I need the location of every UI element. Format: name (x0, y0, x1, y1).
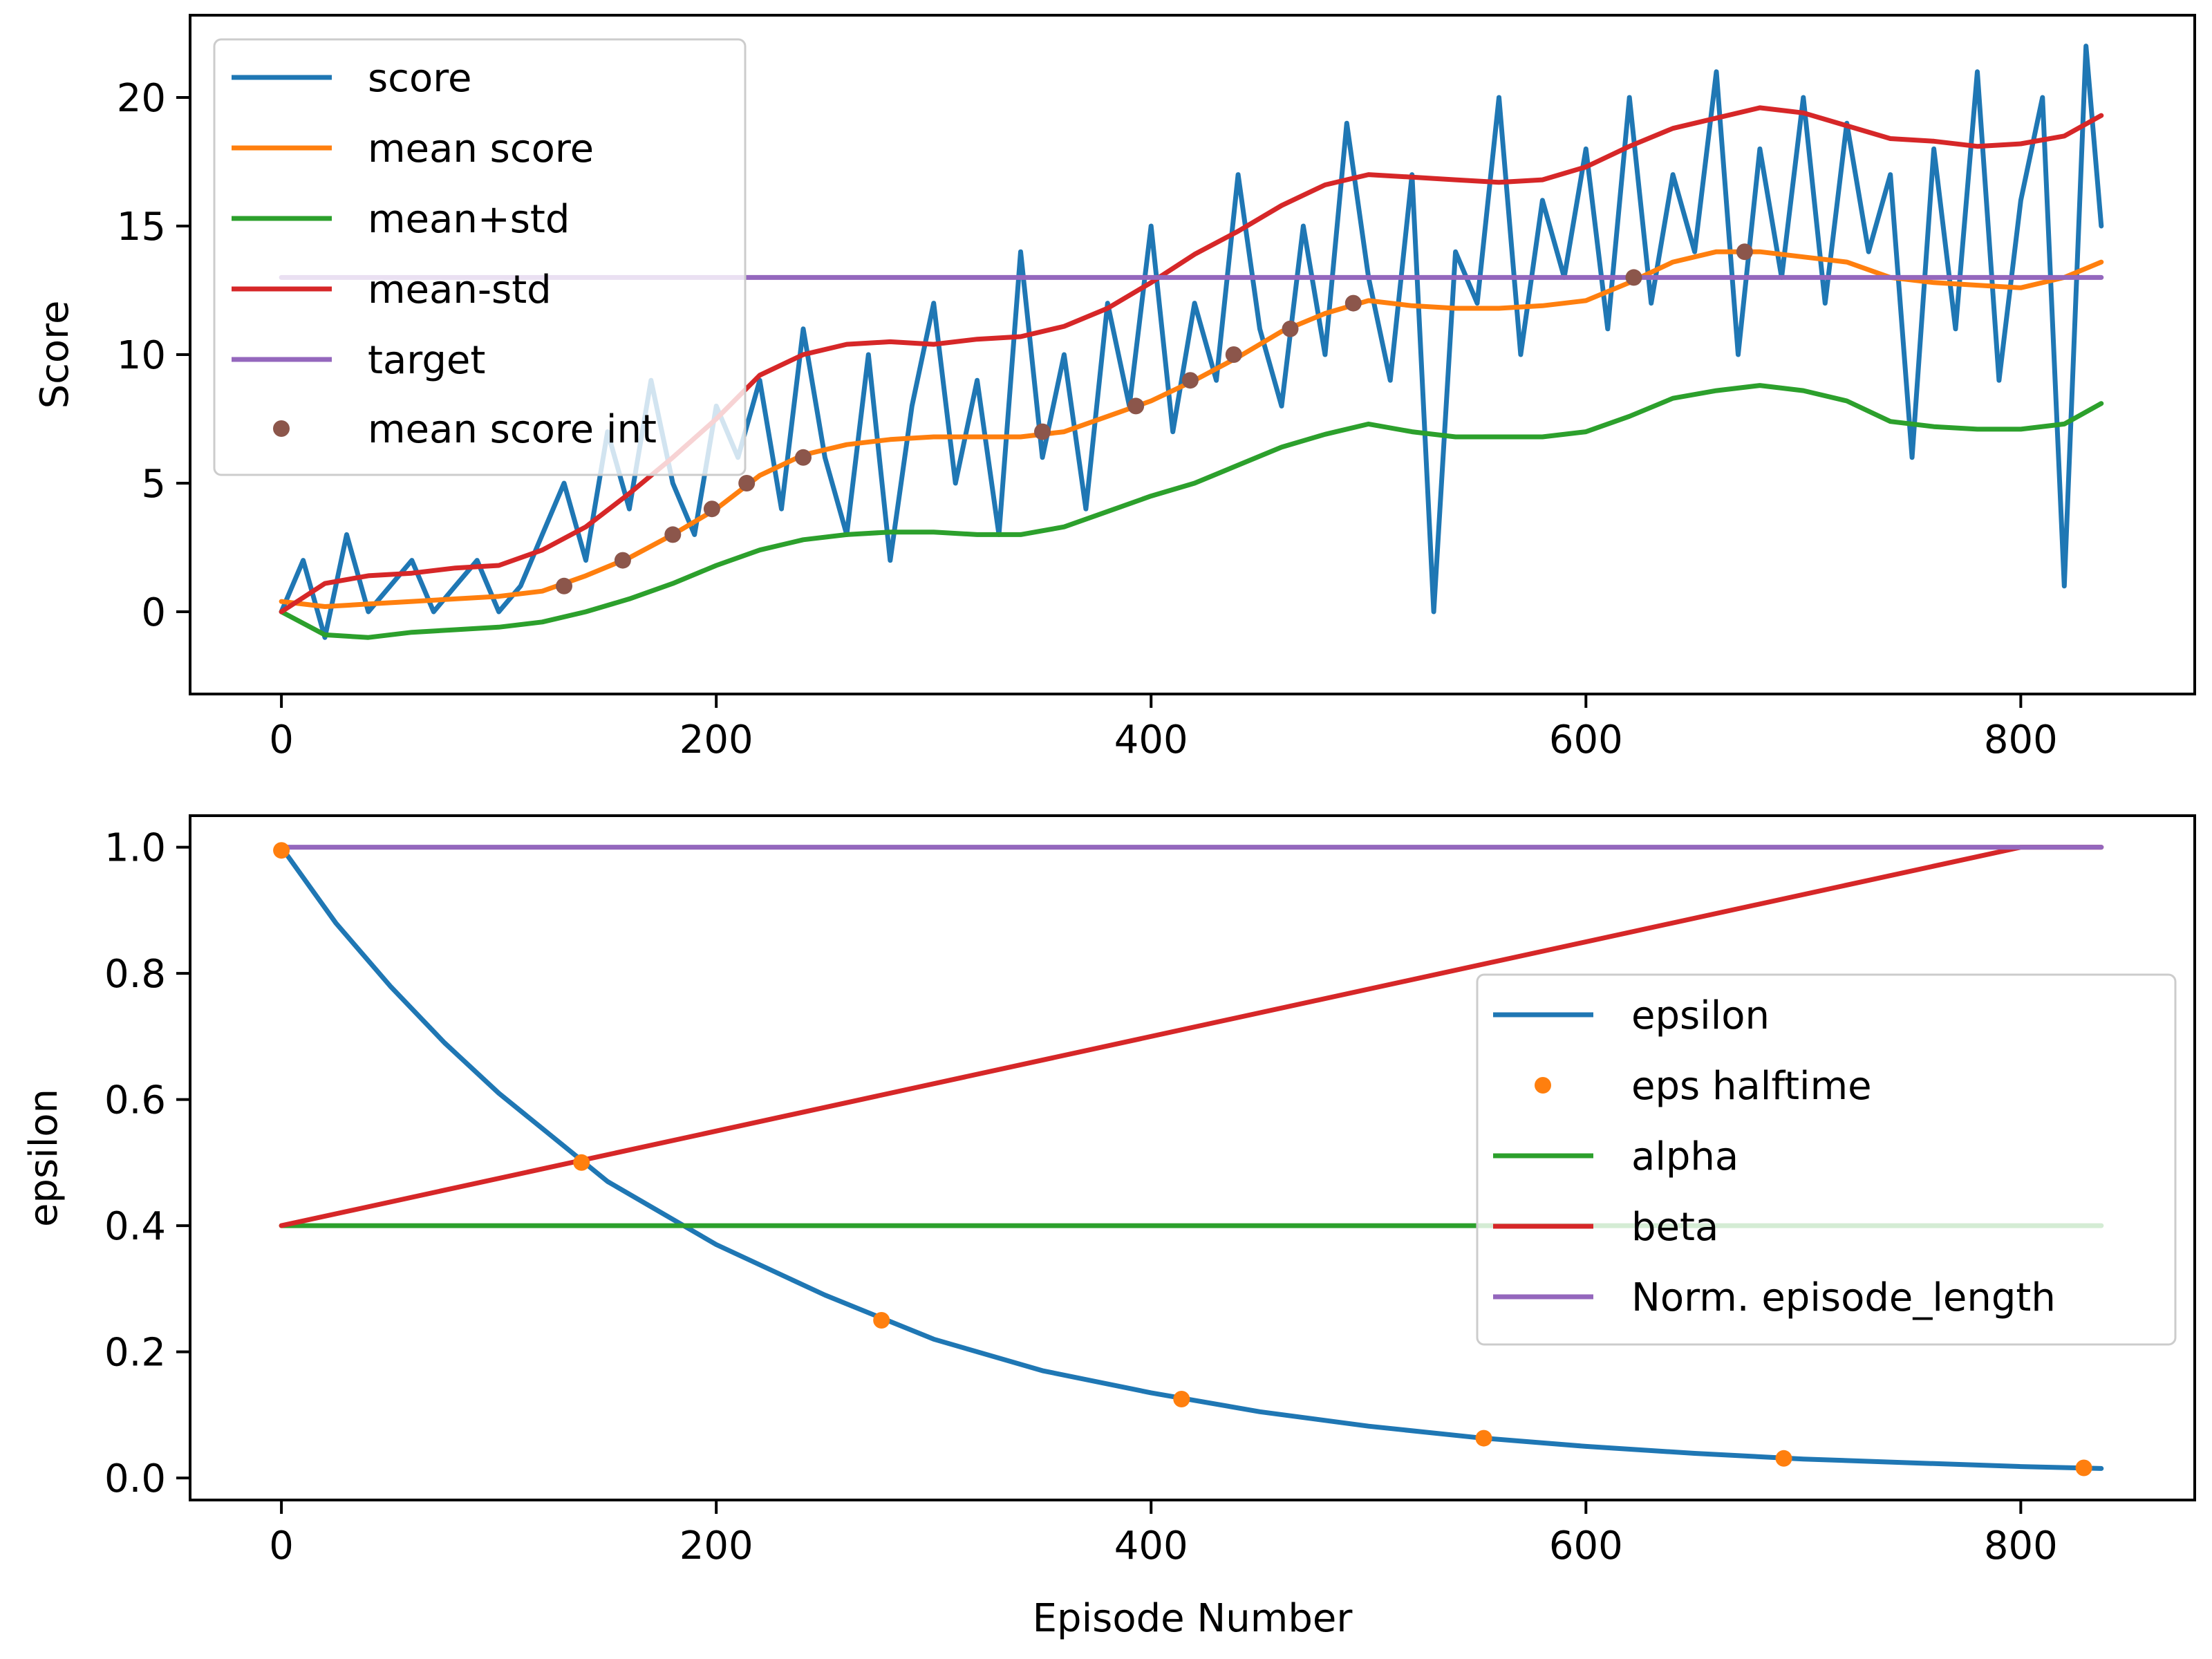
legend-handle-eps-halftime (1535, 1077, 1551, 1094)
y-tick-label: 0.4 (104, 1204, 166, 1249)
score-legend: score mean score mean+std mean-std targe… (213, 38, 747, 476)
marker-mean-score-int (1127, 397, 1145, 415)
marker-eps-halftime (573, 1154, 590, 1171)
marker-eps-halftime (1475, 1430, 1492, 1447)
legend-label-alpha: alpha (1631, 1134, 1738, 1179)
marker-mean-score-int (1625, 269, 1642, 286)
legend-label-mean-score-int: mean score int (368, 407, 657, 452)
marker-mean-score-int (664, 526, 682, 543)
marker-mean-score-int (1344, 294, 1362, 312)
x-tick-label: 0 (269, 718, 294, 762)
x-tick-label: 0 (269, 1524, 294, 1568)
epsilon-legend: epsilon eps halftime alpha beta Norm. ep… (1476, 973, 2177, 1346)
marker-mean-score-int (1181, 372, 1199, 389)
marker-mean-score-int (703, 500, 720, 518)
marker-mean-score-int (556, 577, 572, 594)
y-tick-label: 15 (117, 205, 166, 250)
y-tick-label: 0.8 (104, 952, 166, 997)
legend-label-eps-halftime: eps halftime (1631, 1064, 1872, 1109)
y-tick-label: 0.2 (104, 1331, 166, 1376)
legend-label-mean-score: mean score (368, 126, 594, 171)
marker-mean-score-int (614, 552, 631, 569)
marker-mean-score-int (1282, 320, 1299, 337)
legend-label-mean-plus-std: mean+std (368, 197, 570, 242)
score-axis-label: Score (32, 301, 77, 409)
legend-label-target: target (368, 338, 485, 383)
marker-mean-score-int (1736, 243, 1753, 261)
legend-label-mean-minus-std: mean-std (368, 268, 552, 312)
episode-number-axis-label: Episode Number (1033, 1596, 1353, 1641)
score-legend-box (213, 38, 747, 476)
legend-label-epsilon: epsilon (1631, 993, 1770, 1038)
epsilon-plot-frame (189, 814, 2196, 1501)
x-tick-label: 600 (1549, 1524, 1623, 1568)
marker-mean-score-int (1225, 346, 1242, 363)
marker-eps-halftime (873, 1312, 890, 1329)
series-line-epsilon (279, 845, 2104, 1471)
marker-eps-halftime (1775, 1450, 1792, 1467)
x-tick-label: 800 (1984, 718, 2058, 762)
marker-mean-score-int (795, 449, 812, 466)
series-line-mean-minus-std (279, 105, 2104, 615)
y-tick-label: 5 (141, 462, 166, 507)
x-tick-label: 200 (679, 1524, 753, 1568)
marker-mean-score-int (1034, 423, 1051, 440)
x-tick-label: 400 (1114, 1524, 1188, 1568)
epsilon-plot: 0 200 400 600 800 0.0 0.2 0.4 0.6 0.8 1.0 epsilon… (21, 814, 2196, 1641)
x-tick-label: 600 (1549, 718, 1623, 762)
y-tick-label: 0 (141, 590, 166, 635)
y-tick-label: 0.6 (104, 1078, 166, 1123)
epsilon-legend-box (1476, 973, 2177, 1346)
y-tick-label: 0.0 (104, 1456, 166, 1501)
x-tick-label: 800 (1984, 1524, 2058, 1568)
legend-handle-mean-score-int (273, 420, 290, 437)
legend-label-score: score (368, 56, 471, 101)
x-tick-label: 400 (1114, 718, 1188, 762)
marker-eps-halftime (273, 842, 290, 859)
score-plot: 0 200 400 600 800 0 5 10 15 20 Score (32, 14, 2196, 762)
series-line-score (279, 44, 2104, 640)
series-line-mean-minus-plus-minus-std (279, 383, 2104, 640)
x-tick-label: 200 (679, 718, 753, 762)
y-tick-label: 10 (117, 333, 166, 378)
marker-eps-halftime (2075, 1459, 2092, 1477)
marker-mean-score-int (738, 475, 756, 491)
y-tick-label: 20 (117, 76, 166, 121)
legend-label-beta: beta (1631, 1205, 1718, 1250)
y-tick-label: 1.0 (104, 826, 166, 871)
marker-eps-halftime (1173, 1391, 1190, 1407)
epsilon-axis-label: epsilon (21, 1089, 66, 1227)
legend-label-norm-episode-length: Norm. episode_length (1631, 1275, 2056, 1320)
